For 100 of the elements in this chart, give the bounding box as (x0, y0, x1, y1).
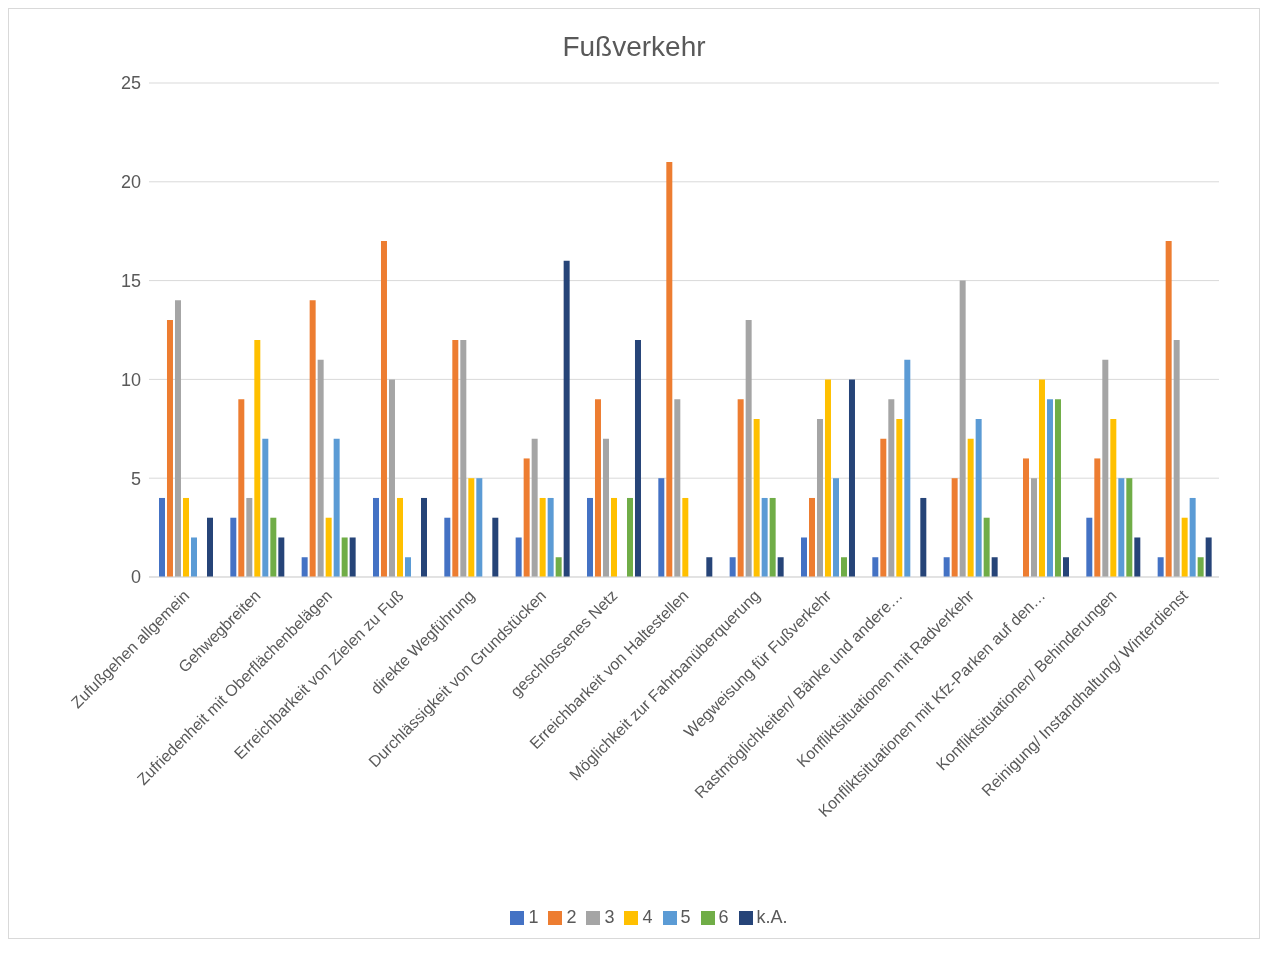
bar (674, 399, 681, 577)
bar (270, 517, 277, 577)
legend-label: 3 (604, 907, 615, 927)
y-tick-label: 25 (120, 73, 141, 94)
bar (658, 478, 665, 577)
bar (769, 497, 776, 577)
bar (888, 399, 895, 577)
bar (745, 320, 752, 577)
bar (904, 359, 911, 577)
bar (800, 537, 807, 577)
y-tick-label: 10 (120, 369, 141, 390)
bar (349, 537, 356, 577)
bar (586, 497, 593, 577)
bar (278, 537, 285, 577)
bar (309, 300, 316, 577)
bar (1022, 458, 1029, 577)
bar (555, 557, 562, 577)
bar (808, 497, 815, 577)
bar (610, 497, 617, 577)
bar (515, 537, 522, 577)
bar (317, 359, 324, 577)
bar (761, 497, 768, 577)
bar (492, 517, 499, 577)
y-tick-label: 20 (120, 172, 141, 193)
bar (920, 497, 927, 577)
bar (943, 557, 950, 577)
bar (1094, 458, 1101, 577)
bar (174, 300, 181, 577)
bar (1054, 399, 1061, 577)
bar (975, 418, 982, 577)
bar (959, 280, 966, 577)
bar (341, 537, 348, 577)
bar (991, 557, 998, 577)
bar (880, 438, 887, 577)
bar (333, 438, 340, 577)
bar (396, 497, 403, 577)
legend-label: 6 (718, 907, 729, 927)
bar (1126, 478, 1133, 577)
bar (380, 241, 387, 577)
bar (1157, 557, 1164, 577)
bar (840, 557, 847, 577)
bar (626, 497, 633, 577)
bar (460, 339, 467, 577)
bar (563, 260, 570, 577)
bar (729, 557, 736, 577)
legend-label: 5 (680, 907, 691, 927)
bar (254, 339, 261, 577)
bar (166, 320, 173, 577)
bar (476, 478, 483, 577)
bar (539, 497, 546, 577)
bar (896, 418, 903, 577)
bar (325, 517, 332, 577)
bar (1197, 557, 1204, 577)
bar (404, 557, 411, 577)
bar (1110, 418, 1117, 577)
bar (816, 418, 823, 577)
bar (1102, 359, 1109, 577)
bar (594, 399, 601, 577)
bar (190, 537, 197, 577)
bar (872, 557, 879, 577)
bar (262, 438, 269, 577)
bar (832, 478, 839, 577)
bar (777, 557, 784, 577)
bar (182, 497, 189, 577)
bar (824, 379, 831, 577)
legend-label: 2 (566, 907, 577, 927)
bar (1062, 557, 1069, 577)
bar (983, 517, 990, 577)
bar (1046, 399, 1053, 577)
bar (848, 379, 855, 577)
bar (468, 478, 475, 577)
bar (301, 557, 308, 577)
bar (444, 517, 451, 577)
legend-label: 1 (528, 907, 539, 927)
bar (238, 399, 245, 577)
bar (523, 458, 530, 577)
bar (1205, 537, 1212, 577)
bar (737, 399, 744, 577)
bar (547, 497, 554, 577)
bar (753, 418, 760, 577)
bar (1134, 537, 1141, 577)
bar (951, 478, 958, 577)
bar (1038, 379, 1045, 577)
bar (158, 497, 165, 577)
bar (1181, 517, 1188, 577)
bar (967, 438, 974, 577)
bar (420, 497, 427, 577)
bar (1086, 517, 1093, 577)
bar (1118, 478, 1125, 577)
bar (388, 379, 395, 577)
bar (602, 438, 609, 577)
y-tick-label: 15 (120, 270, 141, 291)
legend-label: k.A. (756, 907, 788, 927)
bar (452, 339, 459, 577)
bar (230, 517, 237, 577)
bar (206, 517, 213, 577)
bar (246, 497, 253, 577)
bar (1165, 241, 1172, 577)
bar (1030, 478, 1037, 577)
bar (666, 162, 673, 577)
